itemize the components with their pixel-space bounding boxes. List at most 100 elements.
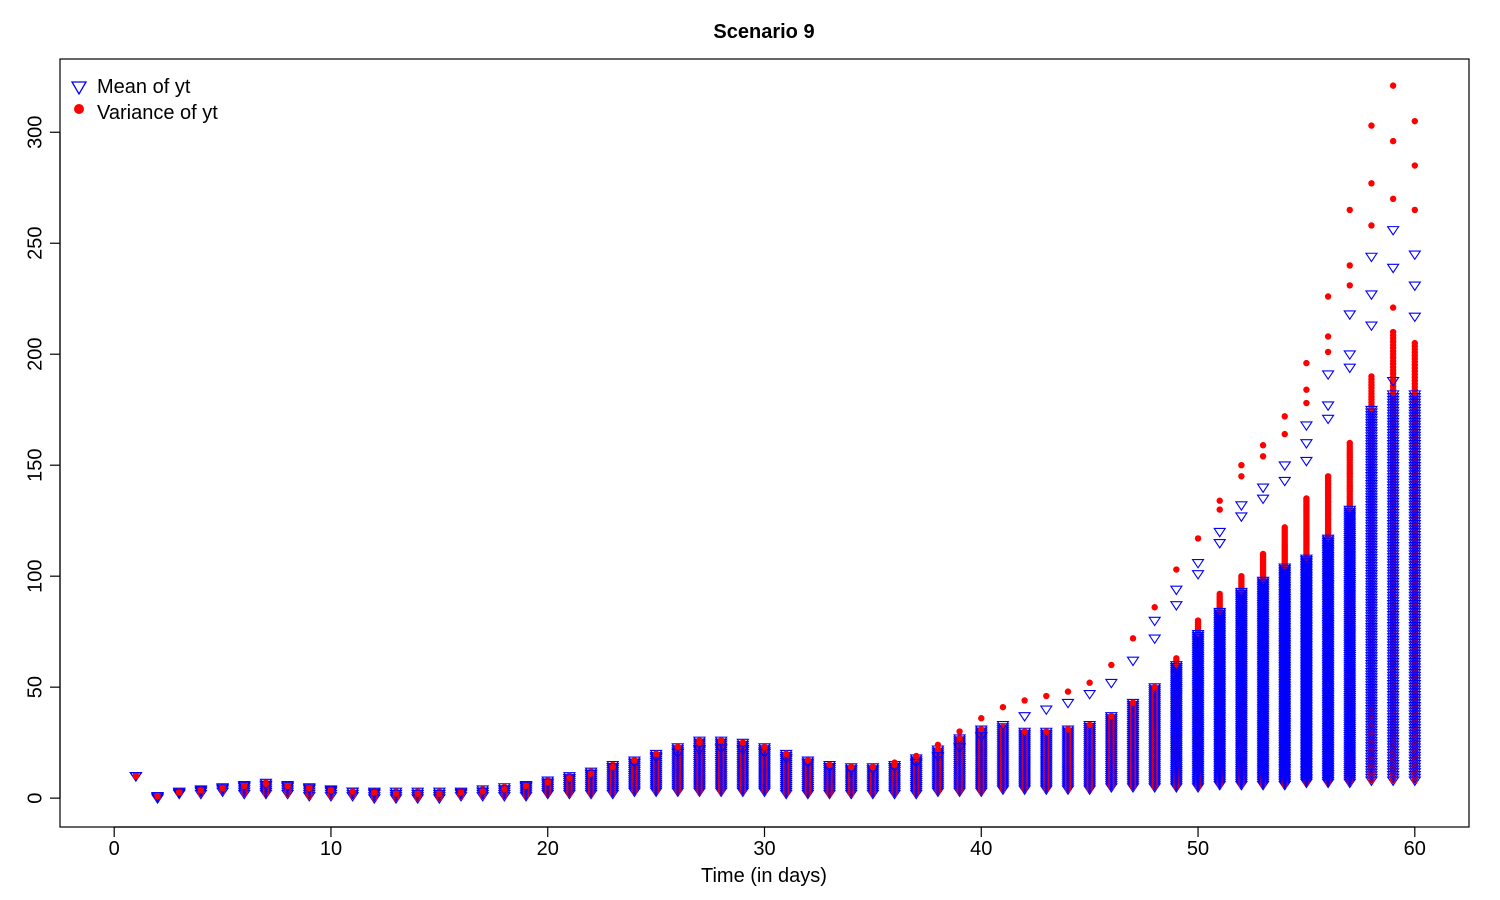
variance-point [1281,430,1288,438]
variance-point [1368,180,1375,187]
variance-point [956,728,963,735]
x-tick-label: 20 [537,838,559,860]
variance-point [1108,661,1115,669]
variance-point [1389,195,1397,203]
variance-point [479,788,486,795]
mean-point [1191,559,1205,569]
variance-point [869,763,877,771]
mean-point [1299,559,1313,570]
variance-point [1389,304,1397,311]
mean-point [909,758,923,769]
mean-point [1408,395,1422,406]
variance-point [1108,712,1115,720]
variance-point [1064,688,1072,695]
variance-point [1389,328,1397,336]
legend-marker-mean [70,81,88,96]
y-tick-label: 200 [24,338,46,371]
mean-point [714,744,728,755]
variance-point [1259,442,1267,449]
variance-point [371,789,378,796]
variance-point [587,770,595,777]
mean-point [1148,634,1162,645]
mean-point [1126,656,1140,667]
points-layer [129,82,1422,805]
mean-point [1213,613,1227,624]
mean-point [1191,630,1205,640]
mean-point [1256,583,1270,594]
variance-point [522,782,530,790]
mean-point [736,745,750,756]
mean-point [1364,405,1378,416]
variance-point [1238,461,1245,469]
mean-point [1321,401,1335,412]
variance-point [1173,655,1180,662]
mean-point [1256,576,1270,587]
mean-point [1321,538,1335,548]
x-axis-label: Time (in days) [701,865,827,887]
variance-point [1303,399,1310,407]
legend-label-variance: Variance of yt [97,102,218,124]
variance-point [241,782,248,790]
variance-point [1021,697,1028,704]
variance-point [176,789,183,796]
variance-point [284,782,291,790]
variance-point [1411,162,1419,169]
mean-point [1343,363,1357,374]
mean-point [1299,421,1313,432]
mean-point [1234,593,1248,604]
variance-point [1216,506,1223,513]
variance-point [197,787,205,794]
mean-point [1061,698,1075,709]
variance-point [327,787,335,794]
variance-point [848,763,855,771]
mean-point [1039,705,1053,716]
chart-title: Scenario 9 [713,21,814,43]
x-tick-label: 0 [109,838,120,860]
variance-point [717,737,725,744]
variance-point [1368,373,1375,380]
y-tick-label: 0 [24,793,46,804]
mean-point [1386,395,1400,406]
variance-point [414,790,421,797]
variance-point [1238,572,1245,580]
mean-point [1234,587,1248,598]
mean-point [1234,591,1248,602]
mean-point [1299,554,1313,565]
mean-point [1169,661,1183,671]
legend: Mean of yt Variance of yt [70,76,218,124]
mean-point [1408,390,1422,401]
mean-point [1213,611,1227,622]
variance-point [631,757,638,764]
mean-point [1256,578,1270,589]
mean-point [1343,511,1357,522]
variance-point [1129,699,1137,706]
variance-point [1281,413,1288,420]
variance-point [1346,262,1353,269]
variance-point [501,786,508,793]
mean-point [1321,541,1335,552]
variance-point [1389,82,1397,89]
y-tick-label: 250 [24,227,46,260]
variance-point [1259,550,1267,558]
variance-point [1346,282,1353,289]
y-tick-label: 50 [24,676,46,698]
variance-point [154,792,161,800]
variance-point [956,735,963,742]
legend-marker-variance [74,104,84,114]
variance-point [1043,728,1050,735]
variance-point [978,726,985,733]
variance-point [1194,617,1202,624]
mean-point [1364,411,1378,421]
mean-point [1408,393,1422,403]
mean-point [1169,663,1183,673]
variance-point [1324,293,1332,300]
x-tick-label: 30 [753,838,775,860]
variance-point [544,779,551,786]
mean-point [1278,568,1292,579]
variance-point [219,784,226,792]
mean-point [1234,589,1248,600]
mean-point [1191,631,1205,642]
x-tick-label: 40 [970,838,992,860]
variance-point [1368,222,1375,229]
mean-point [692,745,706,756]
